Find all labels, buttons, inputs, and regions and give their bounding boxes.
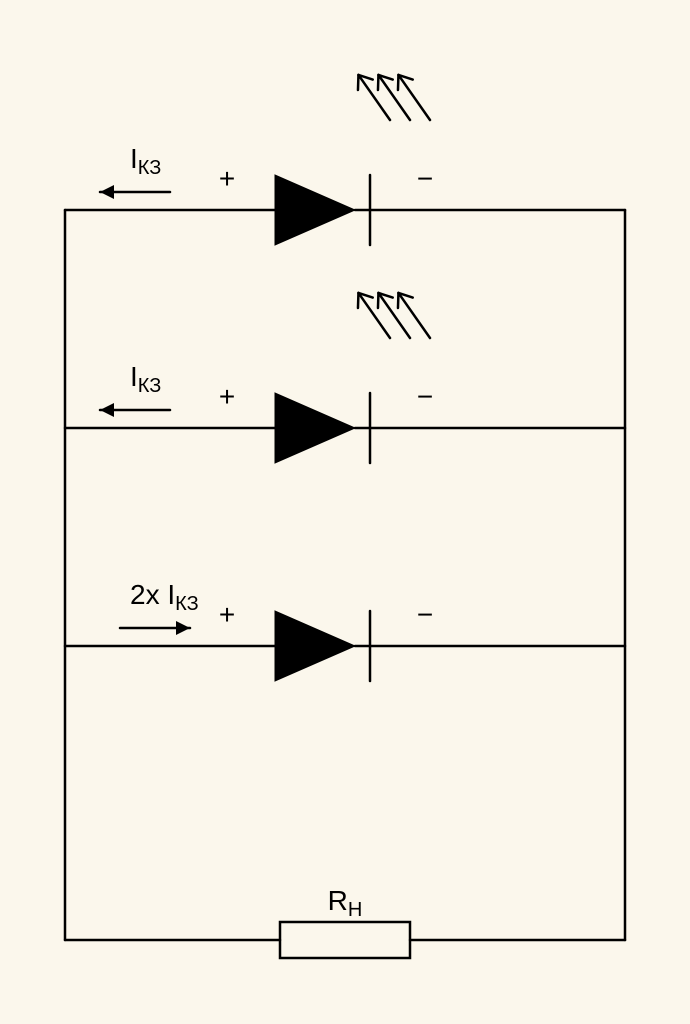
rung-2 bbox=[275, 611, 355, 681]
rung-3: RН bbox=[280, 885, 410, 958]
light-arrow-shaft bbox=[398, 75, 430, 120]
resistor-box bbox=[280, 922, 410, 958]
light-arrow-shaft bbox=[358, 293, 390, 338]
current-label-0: IКЗ bbox=[130, 143, 161, 179]
plus-label-1: + bbox=[219, 381, 235, 412]
light-arrow-shaft bbox=[378, 75, 410, 120]
current-label-1: IКЗ bbox=[130, 361, 161, 397]
light-arrow-shaft bbox=[398, 293, 430, 338]
minus-label-0: − bbox=[417, 163, 433, 194]
current-label-2: 2х IКЗ bbox=[130, 579, 199, 615]
light-arrow-shaft bbox=[358, 75, 390, 120]
rung-0 bbox=[275, 175, 355, 245]
plus-label-2: + bbox=[219, 599, 235, 630]
rung-1 bbox=[275, 393, 355, 463]
minus-label-1: − bbox=[417, 381, 433, 412]
plus-label-0: + bbox=[219, 163, 235, 194]
light-arrow-shaft bbox=[378, 293, 410, 338]
resistor-label: RН bbox=[328, 885, 363, 921]
diode-triangle-0 bbox=[275, 175, 355, 245]
diode-triangle-1 bbox=[275, 393, 355, 463]
diode-triangle-2 bbox=[275, 611, 355, 681]
photodiode-parallel-circuit: + − + − + − RН IКЗ IКЗ 2х IКЗ bbox=[0, 0, 690, 1024]
minus-label-2: − bbox=[417, 599, 433, 630]
